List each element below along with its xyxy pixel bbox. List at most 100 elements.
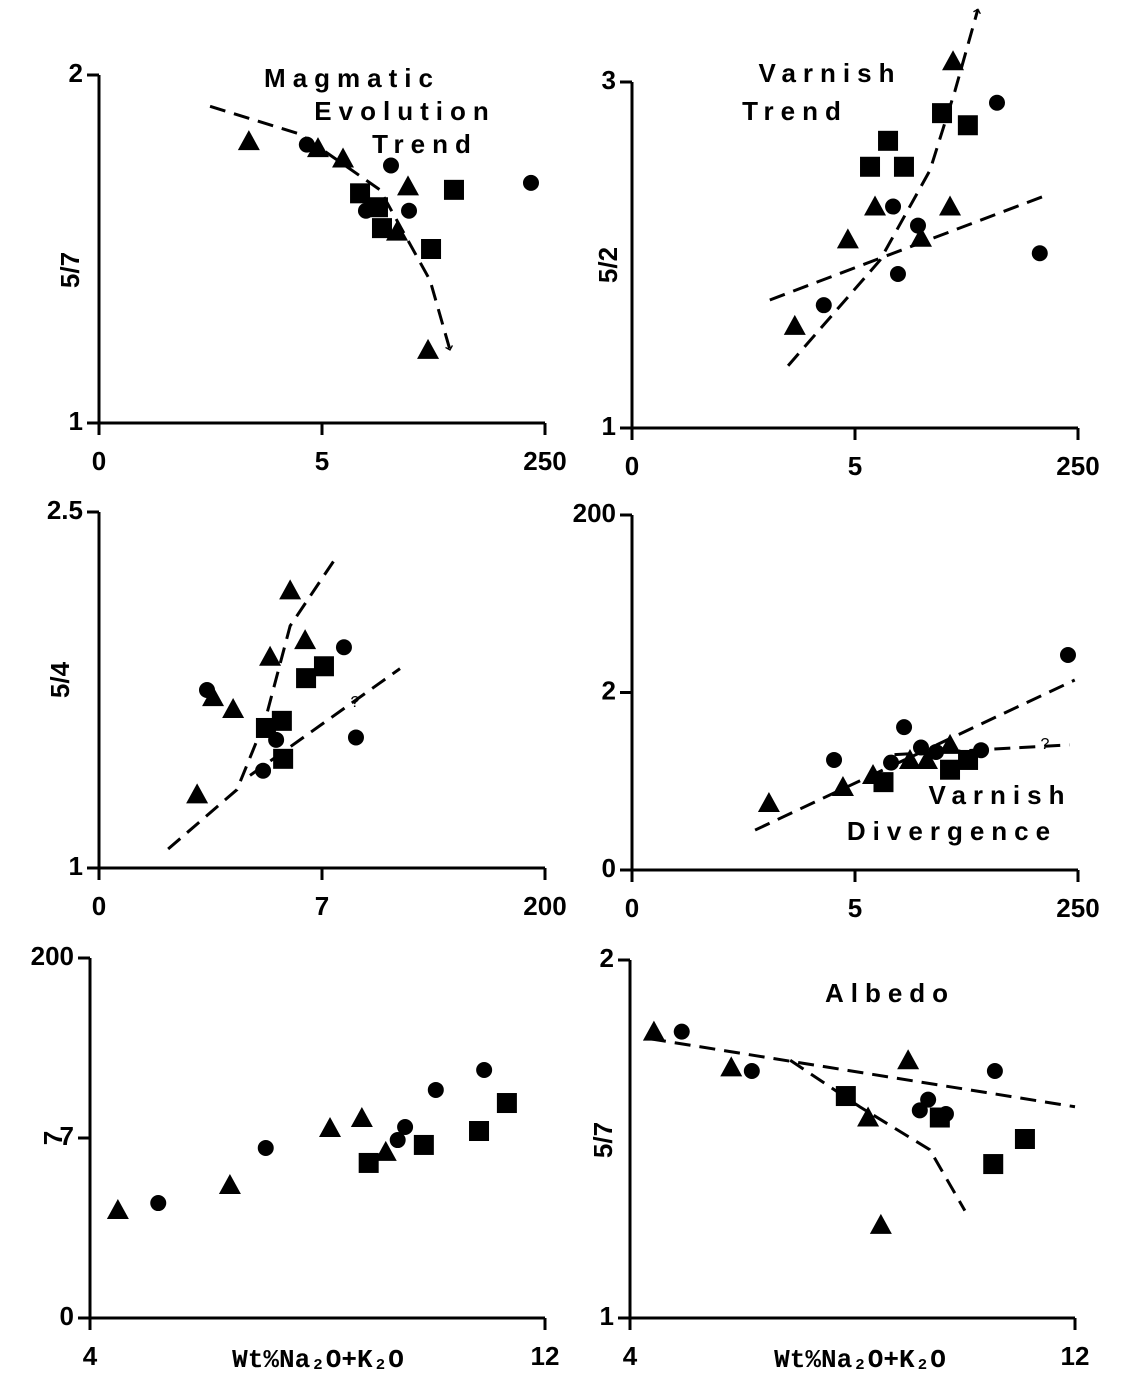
y-tick-label: 3 <box>602 65 616 95</box>
point <box>673 1023 690 1040</box>
callout: ? <box>351 694 360 711</box>
point <box>296 668 317 689</box>
panel: 0 7 200 1 2.5 5/4? <box>45 495 567 921</box>
y-axis-label: 5/2 <box>593 247 623 283</box>
x-tick-label: 4 <box>83 1341 98 1371</box>
trend-line <box>167 553 340 851</box>
point <box>920 1091 937 1108</box>
x-tick-label: 0 <box>625 451 639 481</box>
point <box>911 1102 928 1119</box>
annotation: Albedo <box>825 978 955 1008</box>
point <box>358 1152 379 1173</box>
point <box>720 1056 743 1077</box>
annotation: Trend <box>742 96 848 126</box>
point <box>389 1132 406 1149</box>
x-tick-label: 12 <box>531 1341 560 1371</box>
point <box>397 1118 414 1135</box>
point <box>897 1049 920 1070</box>
point <box>835 1086 856 1107</box>
point <box>350 183 371 204</box>
point <box>1014 1129 1035 1149</box>
point <box>347 729 364 746</box>
point <box>896 719 913 736</box>
y-tick-label: 7 <box>60 1121 74 1151</box>
point <box>642 1020 665 1041</box>
panel: 4 12 0 7 200 7 Wt%Na₂O+K₂O <box>31 941 560 1375</box>
y-tick-label: 200 <box>31 941 74 971</box>
x-tick-label: 12 <box>1061 1341 1090 1371</box>
point <box>1059 647 1076 664</box>
point <box>988 94 1005 111</box>
point <box>815 297 832 314</box>
point <box>898 748 921 769</box>
x-tick-label: 200 <box>523 891 566 921</box>
x-tick-label: 7 <box>315 891 329 921</box>
annotation: Evolution <box>314 96 495 126</box>
point <box>401 202 418 219</box>
point <box>743 1062 760 1079</box>
point <box>371 218 392 239</box>
point <box>279 579 302 600</box>
point <box>929 1107 950 1128</box>
point <box>869 1213 892 1234</box>
point <box>413 1134 434 1155</box>
x-axis-label: Wt%Na₂O+K₂O <box>774 1345 946 1375</box>
point <box>873 772 894 793</box>
point <box>909 217 926 234</box>
point <box>860 156 881 177</box>
point <box>202 686 225 707</box>
trend-line <box>786 8 981 367</box>
point <box>469 1121 490 1142</box>
point <box>864 195 887 216</box>
point <box>237 130 260 151</box>
point <box>857 1106 880 1127</box>
point <box>319 1117 342 1138</box>
point <box>940 759 961 780</box>
point <box>912 739 929 756</box>
point <box>476 1062 493 1079</box>
trend-line <box>649 1037 1076 1109</box>
point <box>186 783 209 804</box>
point <box>893 156 914 177</box>
x-tick-label: 250 <box>1056 451 1099 481</box>
trend-line <box>754 678 1076 832</box>
point <box>522 174 539 191</box>
x-tick-label: 5 <box>848 451 862 481</box>
point <box>367 197 388 218</box>
y-tick-label: 1 <box>600 1301 614 1331</box>
y-axis-label: 7 <box>38 1131 68 1145</box>
annotation: Magmatic <box>264 63 440 93</box>
point <box>783 314 806 335</box>
point <box>306 137 329 158</box>
point <box>883 754 900 771</box>
point <box>986 1062 1003 1079</box>
point <box>382 157 399 174</box>
point <box>932 103 953 124</box>
point <box>836 228 859 249</box>
annotation: Divergence <box>847 816 1057 846</box>
annotation: Varnish <box>759 58 902 88</box>
point <box>885 198 902 215</box>
point <box>313 656 334 677</box>
point <box>271 710 292 731</box>
point <box>255 762 272 779</box>
point <box>218 1174 241 1195</box>
point <box>198 682 215 698</box>
point <box>421 239 442 259</box>
point <box>889 266 906 283</box>
point <box>942 50 965 71</box>
x-tick-label: 0 <box>625 893 639 923</box>
point <box>273 748 294 769</box>
point <box>417 338 440 359</box>
x-tick-label: 0 <box>92 891 106 921</box>
point <box>298 136 315 153</box>
point <box>909 226 932 247</box>
point <box>496 1093 517 1114</box>
point <box>826 751 843 768</box>
point <box>257 1140 274 1157</box>
point <box>350 1107 373 1128</box>
